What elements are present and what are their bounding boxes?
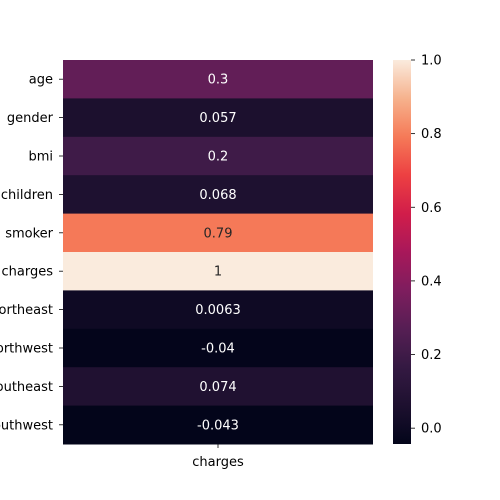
heatmap-cells: 0.3 0.057 0.2 0.068 0.79 1 0.0063 -0.04 0.074 -0.… bbox=[63, 60, 373, 445]
heatmap-cell-northeast bbox=[63, 290, 373, 330]
y-tick-label: northeast bbox=[0, 303, 53, 318]
column-labels: charges bbox=[192, 444, 244, 470]
heatmap-cell-bmi bbox=[63, 136, 373, 176]
colorbar-tick-label: 1.0 bbox=[421, 54, 442, 69]
cell-value-label: 0.068 bbox=[199, 188, 236, 203]
cell-value-label: 0.2 bbox=[208, 150, 229, 165]
heatmap-cell-children bbox=[63, 175, 373, 215]
colorbar-gradient bbox=[393, 60, 411, 444]
cell-value-label: 0.79 bbox=[204, 226, 233, 241]
cell-value-label: 0.0063 bbox=[195, 303, 241, 318]
heatmap-cell-gender bbox=[63, 98, 373, 138]
cell-value-label: 0.057 bbox=[199, 111, 236, 126]
y-tick-label: children bbox=[1, 188, 53, 203]
y-tick-label: age bbox=[29, 73, 53, 88]
cell-value-label: 0.074 bbox=[199, 380, 236, 395]
cell-value-label: 1 bbox=[214, 265, 222, 280]
colorbar-tick-label: 0.8 bbox=[421, 127, 442, 142]
colorbar-tick-label: 0.0 bbox=[421, 422, 442, 437]
y-tick-label: smoker bbox=[5, 226, 53, 241]
cell-value-label: -0.043 bbox=[197, 418, 239, 433]
y-tick-label: southwest bbox=[0, 418, 53, 433]
heatmap-cell-age bbox=[63, 60, 373, 99]
x-tick-label: charges bbox=[192, 455, 244, 470]
y-tick-label: southeast bbox=[0, 380, 53, 395]
colorbar-tick-label: 0.6 bbox=[421, 201, 442, 216]
heatmap-cell-northwest bbox=[63, 328, 373, 368]
heatmap-cell-smoker bbox=[63, 213, 373, 253]
heatmap-cell-southwest bbox=[63, 405, 373, 445]
cell-value-label: 0.3 bbox=[208, 73, 229, 88]
colorbar: 0.0 0.2 0.4 0.6 0.8 1.0 bbox=[393, 54, 442, 444]
heatmap-cell-southeast bbox=[63, 367, 373, 407]
y-tick-label: northwest bbox=[0, 342, 53, 357]
cell-value-label: -0.04 bbox=[201, 342, 235, 357]
colorbar-tick-label: 0.2 bbox=[421, 348, 442, 363]
heatmap-cell-charges bbox=[63, 252, 373, 291]
colorbar-tick-label: 0.4 bbox=[421, 274, 442, 289]
y-tick-label: bmi bbox=[28, 150, 53, 165]
y-tick-label: gender bbox=[7, 111, 54, 126]
row-labels: age gender bmi children smoker charges northea… bbox=[0, 73, 63, 433]
y-tick-label: charges bbox=[2, 265, 54, 280]
